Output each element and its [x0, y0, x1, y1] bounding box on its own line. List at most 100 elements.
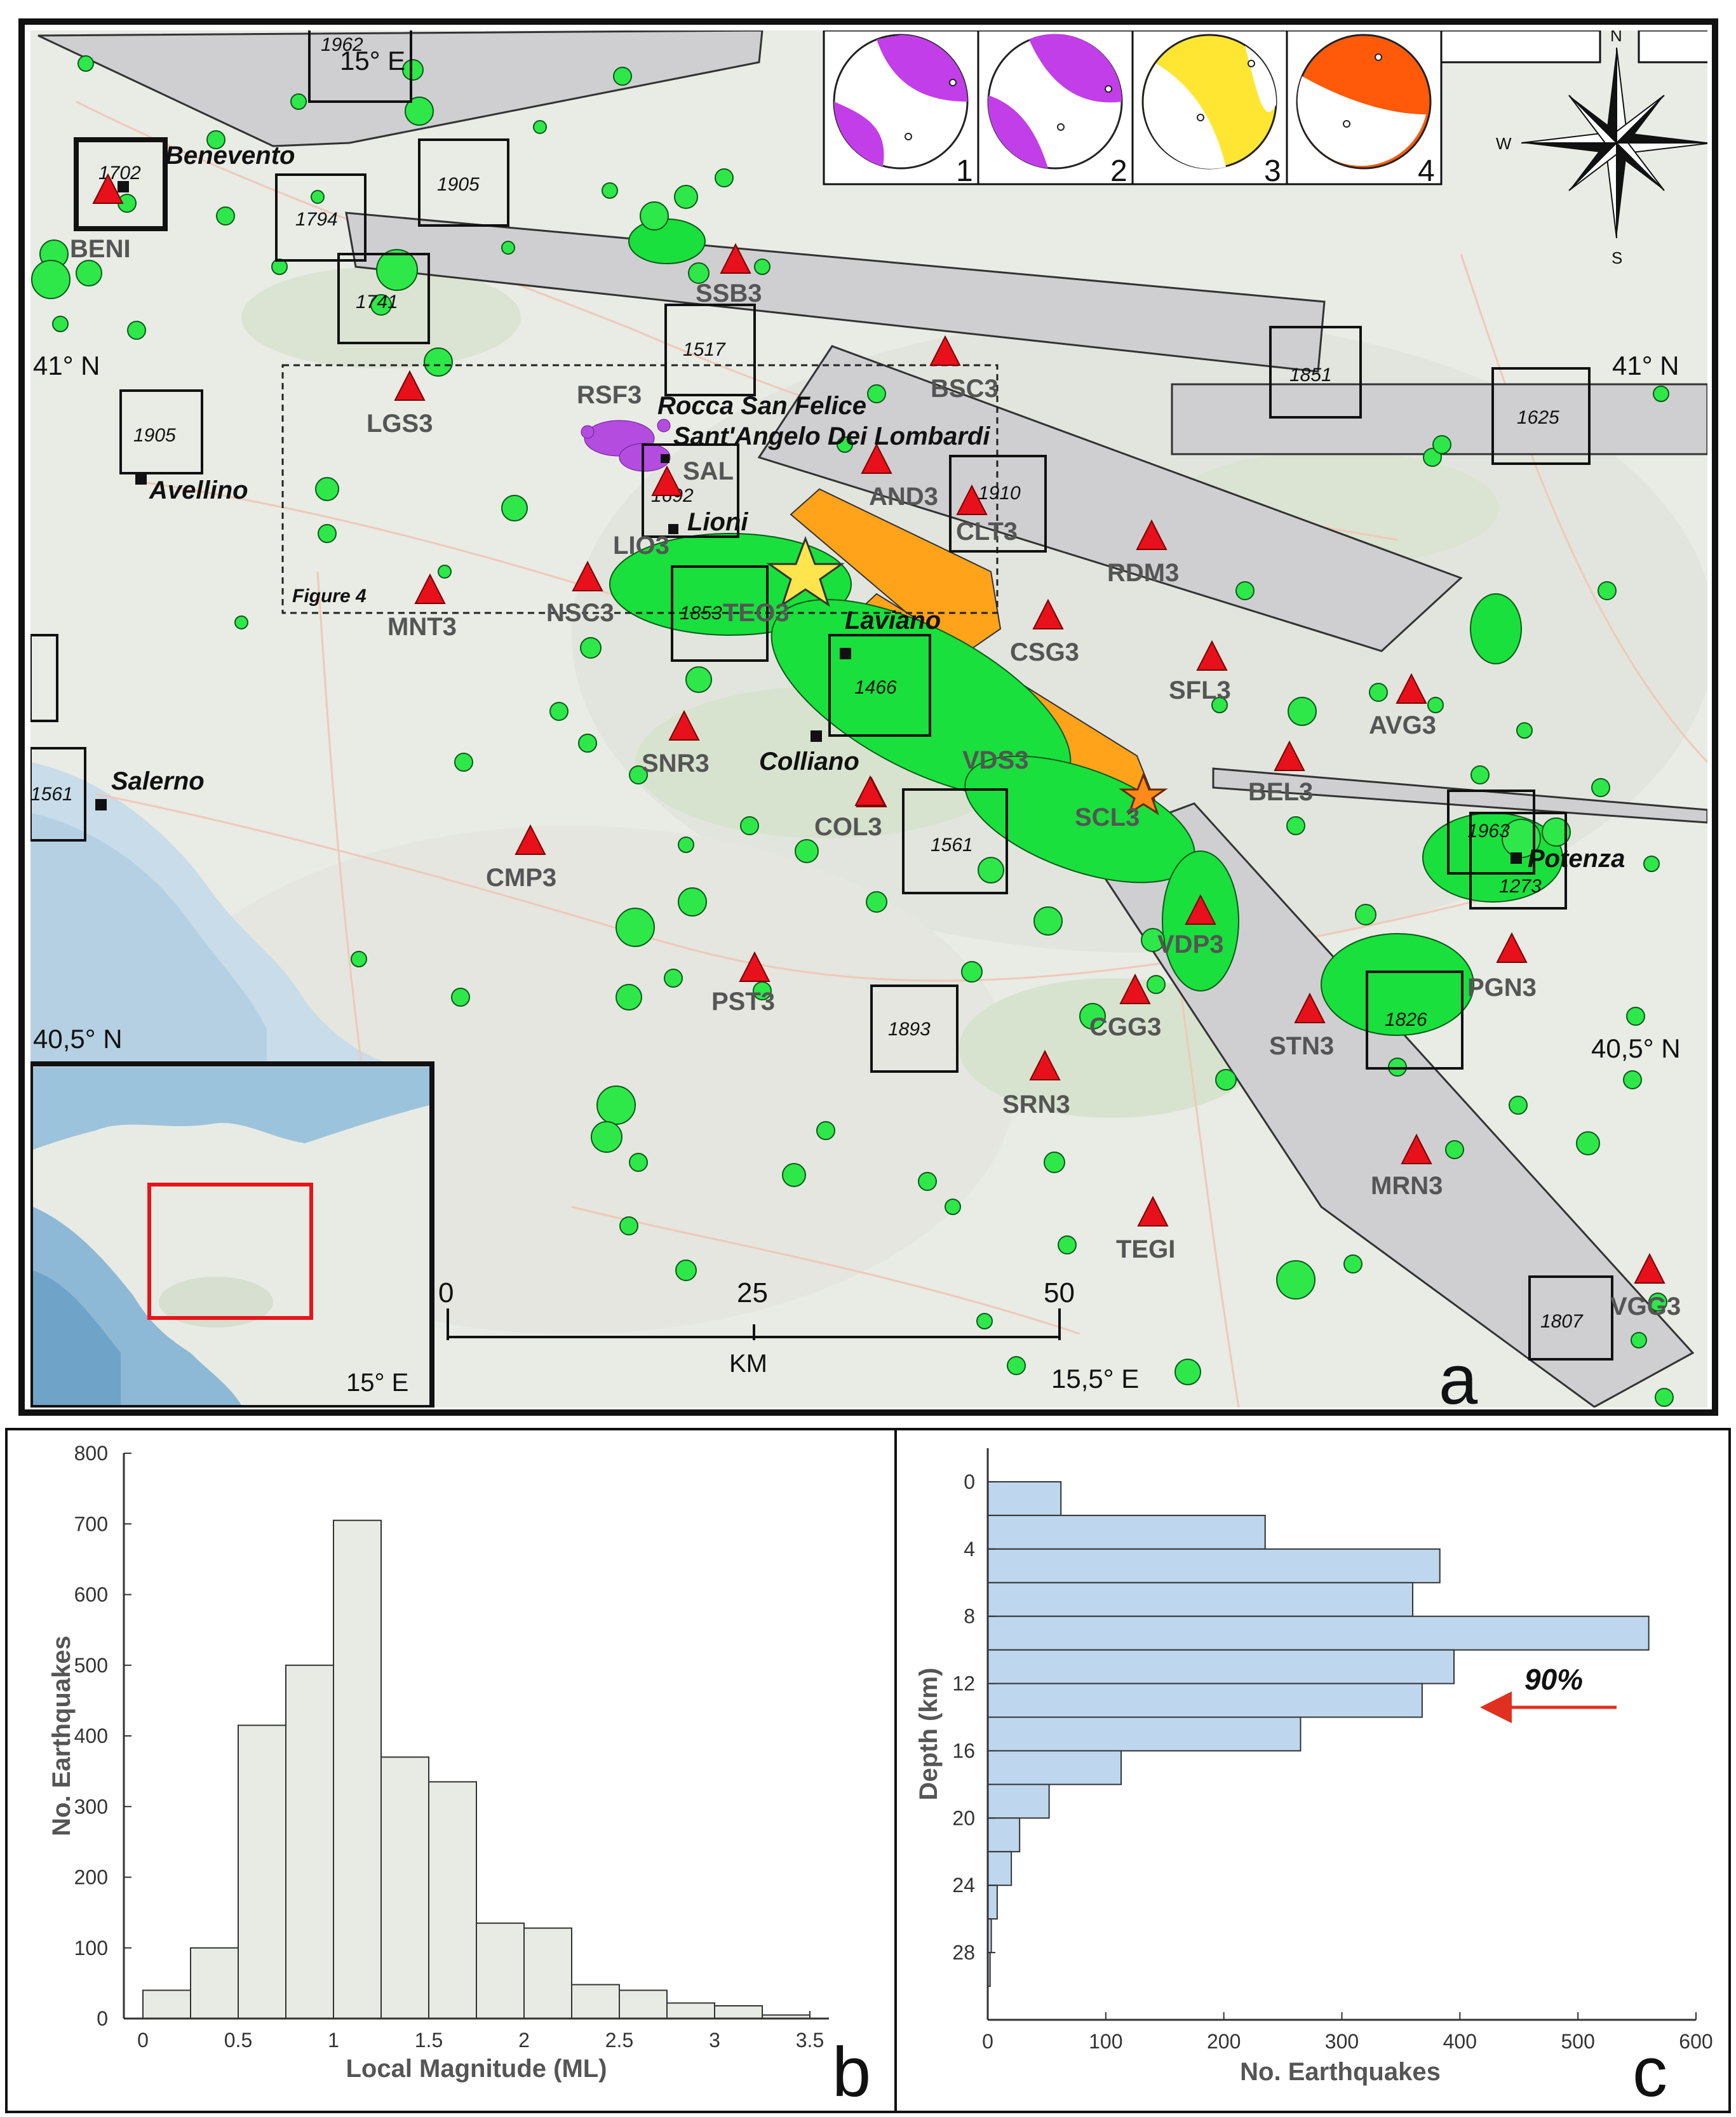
svg-text:1273: 1273 [1499, 876, 1542, 897]
b-y-tick-label: 500 [74, 1654, 108, 1677]
svg-text:4: 4 [1418, 154, 1435, 188]
c-y-tick-label: 28 [952, 1941, 975, 1964]
magnitude-bar [571, 1984, 620, 2020]
c-y-tick-label: 4 [964, 1538, 975, 1561]
svg-text:VDS3: VDS3 [962, 746, 1029, 774]
depth-bar [987, 1683, 1423, 1718]
svg-text:Rocca San Felice: Rocca San Felice [657, 392, 866, 420]
panel-b-label: b [832, 2033, 871, 2111]
compass-rose-icon: N S E W [1496, 26, 1707, 267]
svg-text:1893: 1893 [888, 1019, 931, 1040]
svg-text:LGS3: LGS3 [367, 410, 433, 438]
historical-earthquakes [30, 30, 1613, 1361]
svg-text:RDM3: RDM3 [1107, 559, 1179, 587]
svg-text:Avellino: Avellino [149, 476, 248, 504]
svg-text:COL3: COL3 [814, 813, 882, 841]
depth-bar [987, 1817, 1021, 1853]
c-x-tick-label: 400 [1443, 2030, 1477, 2053]
svg-text:Lioni: Lioni [687, 508, 748, 536]
svg-text:SRN3: SRN3 [1002, 1091, 1070, 1119]
svg-text:VGG3: VGG3 [1610, 1293, 1681, 1321]
beachball-1: 1 [833, 34, 973, 188]
lat-41-left-label: 41° N [33, 351, 100, 380]
b-x-tick-label: 0.5 [224, 2029, 252, 2052]
svg-text:Laviano: Laviano [845, 607, 941, 635]
c-y-tick-label: 24 [952, 1874, 975, 1897]
b-y-tick-label: 600 [74, 1583, 108, 1606]
c-x-tick-label: 600 [1679, 2030, 1712, 2053]
c-x-tick-label: 300 [1325, 2030, 1359, 2053]
lat-405-left-label: 40,5° N [33, 1024, 123, 1054]
beachball-3: 3 [1141, 34, 1281, 188]
beachball-2: 2 [987, 34, 1127, 188]
magnitude-bar [666, 2002, 715, 2019]
svg-text:0: 0 [438, 1277, 454, 1308]
svg-text:N: N [1610, 26, 1622, 45]
svg-text:25: 25 [737, 1277, 768, 1308]
b-y-tick-label: 100 [74, 1937, 108, 1959]
svg-text:15° E: 15° E [346, 1369, 408, 1397]
figure4-label: Figure 4 [292, 586, 367, 607]
svg-text:STN3: STN3 [1269, 1032, 1334, 1060]
b-x-tick-label: 1 [328, 2029, 339, 2052]
svg-text:MRN3: MRN3 [1371, 1172, 1443, 1200]
svg-text:TEGI: TEGI [1116, 1235, 1175, 1263]
c-x-tick-label: 100 [1089, 2030, 1122, 2053]
svg-text:1: 1 [956, 154, 973, 188]
town-labels: Benevento Avellino Salerno Rocca San Fel… [111, 142, 1625, 873]
magnitude-bar [238, 1724, 286, 2019]
svg-text:CLT3: CLT3 [956, 518, 1018, 546]
b-y-tick-label: 200 [74, 1866, 108, 1889]
b-y-tick-label: 700 [74, 1512, 108, 1535]
historical-year-labels: 1962 1702 1905 1794 1741 1517 1905 1851 … [30, 34, 1584, 1332]
depth-bar [987, 1716, 1302, 1752]
b-x-tick-label: 3.5 [796, 2029, 824, 2052]
depth-bar [987, 1885, 998, 1920]
svg-text:Colliano: Colliano [759, 748, 859, 776]
svg-text:1910: 1910 [978, 483, 1021, 504]
svg-text:TEO3: TEO3 [723, 599, 789, 627]
c-x-tick-label: 200 [1207, 2030, 1241, 2053]
svg-text:CGG3: CGG3 [1089, 1013, 1161, 1041]
b-y-tick-label: 300 [74, 1795, 108, 1818]
magnitude-bar [476, 1922, 525, 2019]
secondary-star-icon [1119, 772, 1168, 816]
svg-text:Sant'Angelo Dei Lombardi: Sant'Angelo Dei Lombardi [673, 422, 990, 450]
magnitude-bar [619, 1989, 668, 2019]
svg-text:1905: 1905 [133, 425, 176, 446]
svg-text:1905: 1905 [437, 174, 480, 195]
svg-text:SAL: SAL [683, 457, 734, 485]
c-y-tick-label: 16 [952, 1739, 975, 1762]
svg-text:1794: 1794 [295, 209, 338, 230]
magnitude-bar [380, 1756, 429, 2019]
c-y-tick-label: 8 [964, 1605, 975, 1628]
panel-b-chart: 0 0.5 1 1.5 2 2.5 3 3.5 0 100 200 300 400 500 600 700 80… [48, 1442, 871, 2111]
magnitude-bar [714, 2005, 763, 2020]
terrain-green [959, 978, 1264, 1118]
svg-text:1853: 1853 [680, 603, 722, 624]
panel-a-map: Figure 4 [18, 18, 1718, 1416]
svg-text:1963: 1963 [1467, 821, 1510, 842]
svg-text:1962: 1962 [321, 34, 363, 55]
lat-41-right-label: 41° N [1612, 351, 1679, 380]
svg-text:Potenza: Potenza [1528, 845, 1625, 873]
svg-text:1466: 1466 [854, 677, 897, 698]
panel-c-label: c [1632, 2033, 1667, 2111]
svg-text:SSB3: SSB3 [696, 279, 762, 307]
b-y-tick-label: 400 [74, 1724, 108, 1747]
depth-bar [987, 1582, 1413, 1617]
lat-405-right-label: 40,5° N [1591, 1033, 1681, 1063]
magnitude-bar [285, 1664, 334, 2019]
svg-text:1851: 1851 [1289, 365, 1332, 386]
svg-text:CSG3: CSG3 [1010, 638, 1079, 666]
svg-text:PGN3: PGN3 [1467, 974, 1537, 1002]
depth-bar [987, 1514, 1266, 1550]
svg-text:VDP3: VDP3 [1157, 931, 1224, 958]
c-y-tick-label: 0 [964, 1470, 975, 1493]
c-x-tick-label: 0 [982, 2030, 993, 2053]
svg-text:RSF3: RSF3 [577, 381, 642, 409]
svg-text:BEL3: BEL3 [1248, 778, 1313, 806]
b-x-title: Local Magnitude (ML) [346, 2055, 607, 2083]
depth-bar [987, 1851, 1013, 1886]
